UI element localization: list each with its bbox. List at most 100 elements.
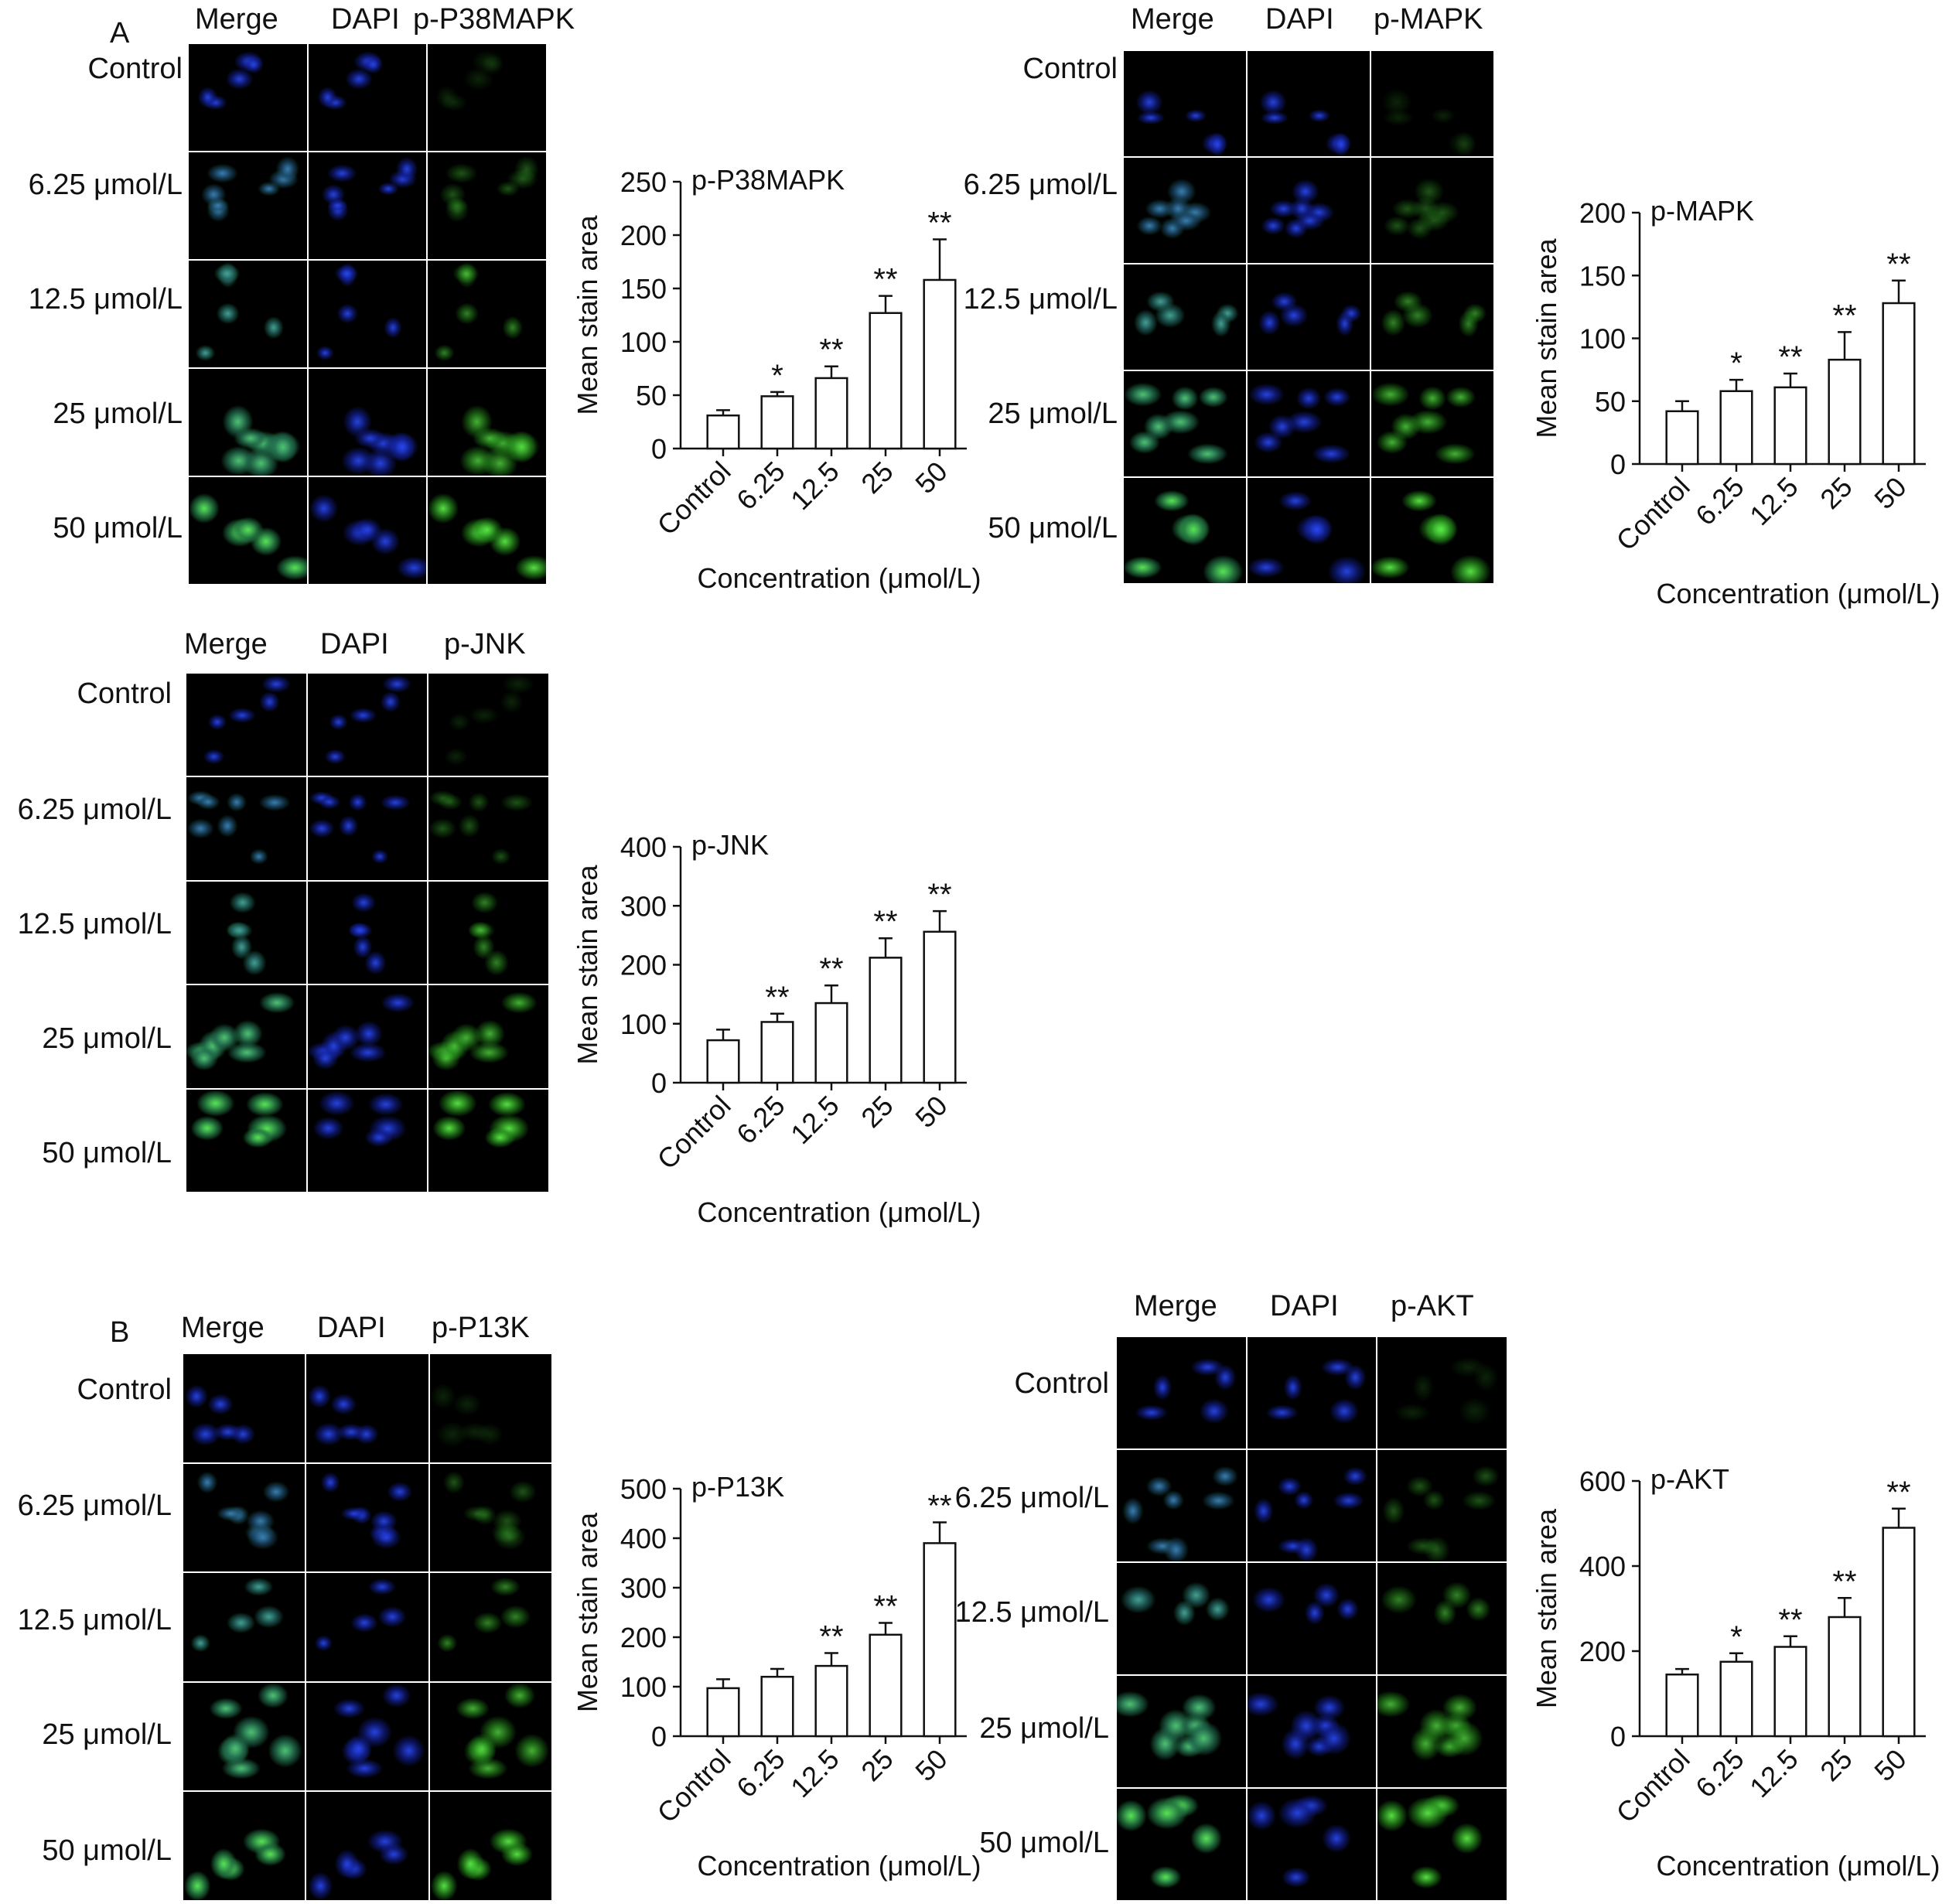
row-label-25: 25 μmol/L bbox=[42, 1718, 172, 1751]
column-label-dapi: DAPI bbox=[320, 628, 389, 660]
chart-title: p-JNK bbox=[691, 829, 769, 861]
x-tick-label: 12.5 bbox=[1743, 1743, 1804, 1804]
significance-mark: ** bbox=[1778, 1603, 1802, 1637]
micrograph-grid-pi3k bbox=[183, 1353, 552, 1901]
x-axis-label: Concentration (μmol/L) bbox=[698, 1196, 981, 1228]
y-tick-label: 200 bbox=[620, 1622, 667, 1653]
bar bbox=[706, 414, 740, 450]
micrograph-cell-stain bbox=[428, 777, 548, 880]
x-tick-label: Control bbox=[651, 1743, 737, 1829]
row-label-control: Control bbox=[77, 1373, 172, 1406]
bar bbox=[1828, 358, 1862, 466]
column-label-merge: Merge bbox=[181, 1312, 265, 1344]
row-label-50: 50 μmol/L bbox=[988, 512, 1118, 544]
row-label-6-25: 6.25 μmol/L bbox=[28, 169, 183, 201]
x-tick-label: 50 bbox=[909, 456, 953, 500]
bar bbox=[760, 1021, 794, 1084]
micrograph-cell-merge bbox=[1117, 1676, 1246, 1787]
y-axis-label: Mean stain area bbox=[1531, 237, 1562, 438]
micrograph-cell-merge bbox=[1117, 1337, 1246, 1448]
bar bbox=[923, 930, 957, 1084]
micrograph-cell-stain bbox=[428, 985, 548, 1088]
row-label-12-5: 12.5 μmol/L bbox=[17, 1604, 172, 1636]
micrograph-cell-stain bbox=[1377, 1789, 1507, 1900]
significance-mark: ** bbox=[765, 981, 789, 1015]
bar bbox=[1719, 1660, 1753, 1738]
row-label-12-5: 12.5 μmol/L bbox=[28, 283, 183, 316]
micrograph-cell-merge bbox=[183, 1682, 305, 1791]
row-label-25: 25 μmol/L bbox=[42, 1022, 172, 1055]
row-label-50: 50 μmol/L bbox=[53, 512, 183, 544]
significance-mark: ** bbox=[927, 206, 951, 241]
micrograph-cell-stain bbox=[428, 674, 548, 776]
y-tick-label: 400 bbox=[1579, 1551, 1626, 1582]
row-label-50: 50 μmol/L bbox=[42, 1834, 172, 1867]
y-tick-label: 400 bbox=[620, 831, 667, 863]
x-tick-label: 50 bbox=[1868, 1743, 1912, 1787]
y-tick-label: 600 bbox=[1579, 1466, 1626, 1497]
x-tick-label: 25 bbox=[855, 456, 899, 500]
column-label-dapi: DAPI bbox=[1265, 3, 1334, 36]
row-label-control: Control bbox=[1022, 53, 1118, 85]
row-label-control: Control bbox=[77, 677, 172, 710]
significance-mark: ** bbox=[927, 878, 951, 912]
x-tick-label: Control bbox=[651, 1090, 737, 1175]
y-tick-label: 250 bbox=[620, 166, 667, 198]
bar bbox=[1665, 410, 1699, 466]
micrograph-cell-dapi bbox=[307, 881, 428, 984]
row-label-control: Control bbox=[87, 53, 183, 85]
significance-mark: ** bbox=[873, 263, 897, 297]
bar bbox=[814, 377, 848, 450]
y-tick-label: 0 bbox=[651, 1067, 667, 1099]
micrograph-cell-dapi bbox=[308, 477, 427, 584]
micrograph-cell-stain bbox=[428, 44, 546, 151]
micrograph-cell-stain bbox=[429, 1792, 551, 1900]
significance-mark: ** bbox=[1778, 340, 1802, 374]
micrograph-cell-stain bbox=[1371, 371, 1493, 476]
y-axis-label: Mean stain area bbox=[572, 1512, 603, 1712]
y-tick-label: 0 bbox=[1610, 1721, 1626, 1752]
y-tick-label: 50 bbox=[636, 380, 667, 411]
x-tick-label: 6.25 bbox=[730, 456, 791, 517]
x-tick-label: 25 bbox=[1814, 1743, 1858, 1787]
significance-mark: ** bbox=[873, 905, 897, 939]
micrograph-cell-merge bbox=[186, 985, 306, 1088]
x-tick-label: 6.25 bbox=[730, 1090, 791, 1151]
micrograph-cell-merge bbox=[1117, 1789, 1246, 1900]
column-label-merge: Merge bbox=[1131, 3, 1214, 36]
y-tick-label: 50 bbox=[1595, 386, 1626, 418]
micrograph-cell-dapi bbox=[1248, 478, 1370, 583]
micrograph-cell-dapi bbox=[308, 44, 427, 151]
micrograph-cell-dapi bbox=[306, 1463, 428, 1572]
micrograph-cell-merge bbox=[183, 1573, 305, 1681]
micrograph-cell-stain bbox=[428, 1089, 548, 1192]
x-axis-label: Concentration (μmol/L) bbox=[1657, 1850, 1940, 1882]
x-tick-label: 25 bbox=[855, 1743, 899, 1787]
row-label-50: 50 μmol/L bbox=[42, 1137, 172, 1169]
micrograph-cell-stain bbox=[1371, 158, 1493, 263]
micrograph-cell-dapi bbox=[306, 1682, 428, 1791]
row-label-6-25: 6.25 μmol/L bbox=[17, 1489, 172, 1522]
y-tick-label: 500 bbox=[620, 1473, 667, 1505]
panel-letter-a: A bbox=[110, 17, 130, 49]
micrograph-cell-stain bbox=[428, 477, 546, 584]
bar bbox=[760, 395, 794, 450]
row-label-control: Control bbox=[1014, 1367, 1110, 1400]
y-tick-label: 300 bbox=[620, 1572, 667, 1604]
micrograph-grid-p38mapk bbox=[188, 43, 547, 585]
micrograph-grid-akt bbox=[1116, 1336, 1507, 1901]
significance-mark: * bbox=[1730, 1620, 1742, 1654]
bar bbox=[814, 1664, 848, 1738]
micrograph-cell-merge bbox=[183, 1463, 305, 1572]
x-tick-label: 6.25 bbox=[730, 1743, 791, 1804]
row-label-25: 25 μmol/L bbox=[979, 1712, 1109, 1745]
micrograph-cell-merge bbox=[1124, 478, 1246, 583]
micrograph-cell-dapi bbox=[306, 1573, 428, 1681]
micrograph-cell-dapi bbox=[308, 152, 427, 259]
bar bbox=[869, 957, 903, 1084]
micrograph-cell-dapi bbox=[1247, 1789, 1377, 1900]
micrograph-cell-stain bbox=[1371, 264, 1493, 370]
micrograph-cell-dapi bbox=[307, 674, 428, 776]
y-tick-label: 0 bbox=[651, 1721, 667, 1752]
micrograph-cell-merge bbox=[186, 674, 306, 776]
